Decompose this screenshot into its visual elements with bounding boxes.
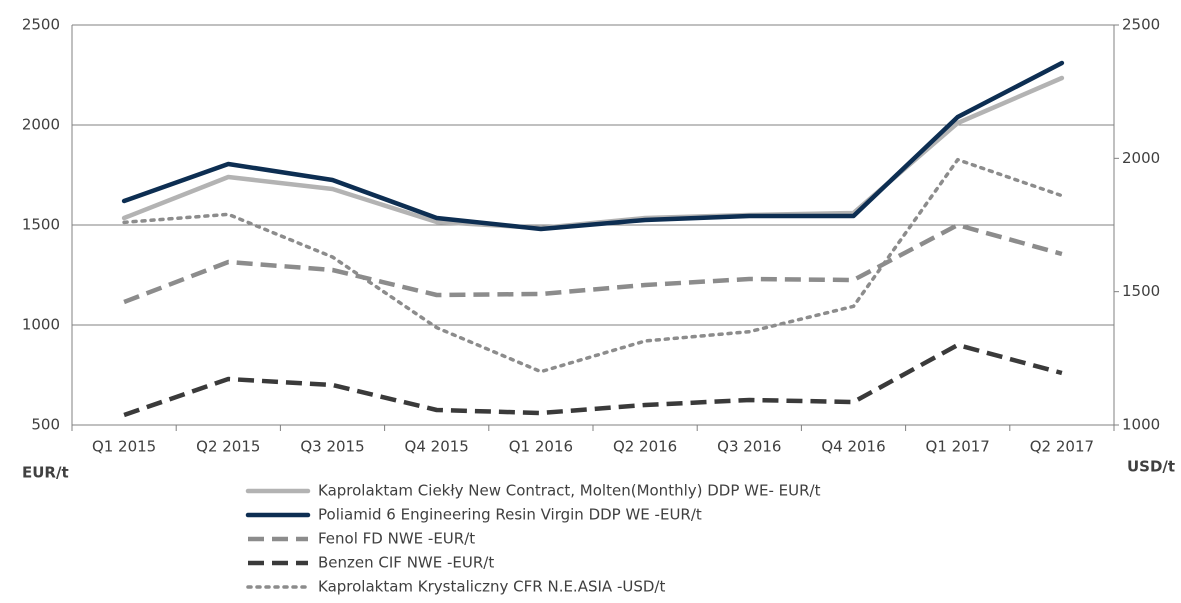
x-tick-label: Q1 2015 — [92, 438, 156, 456]
y-tick-label: 500 — [31, 416, 60, 434]
y-tick-label: 1500 — [22, 216, 60, 234]
legend-label: Kaprolaktam Ciekły New Contract, Molten(… — [318, 482, 821, 500]
y2-tick-label: 1500 — [1122, 282, 1160, 300]
x-tick-label: Q3 2015 — [300, 438, 364, 456]
y-tick-label: 2500 — [22, 16, 60, 34]
legend-label: Kaprolaktam Krystaliczny CFR N.E.ASIA -U… — [318, 578, 665, 596]
y2-tick-label: 2000 — [1122, 149, 1160, 167]
y-axis-title: EUR/t — [22, 464, 69, 482]
x-tick-label: Q2 2017 — [1030, 438, 1094, 456]
series-line — [121, 60, 1065, 232]
series-line — [122, 157, 1064, 374]
legend-label: Benzen CIF NWE -EUR/t — [318, 554, 494, 572]
legend-label: Poliamid 6 Engineering Resin Virgin DDP … — [318, 506, 702, 524]
x-tick-label: Q1 2017 — [926, 438, 990, 456]
y-tick-label: 2000 — [22, 116, 60, 134]
series-line — [123, 222, 1063, 305]
y2-tick-label: 1000 — [1122, 416, 1160, 434]
series-line — [123, 342, 1063, 418]
x-tick-label: Q2 2016 — [613, 438, 677, 456]
x-tick-label: Q4 2015 — [405, 438, 469, 456]
y-tick-label: 1000 — [22, 316, 60, 334]
y2-axis-title: USD/t — [1127, 458, 1175, 476]
x-tick-label: Q2 2015 — [196, 438, 260, 456]
y2-tick-label: 2500 — [1122, 16, 1160, 34]
x-tick-label: Q4 2016 — [821, 438, 885, 456]
x-tick-label: Q3 2016 — [717, 438, 781, 456]
legend-label: Fenol FD NWE -EUR/t — [318, 530, 475, 548]
x-tick-label: Q1 2016 — [509, 438, 573, 456]
